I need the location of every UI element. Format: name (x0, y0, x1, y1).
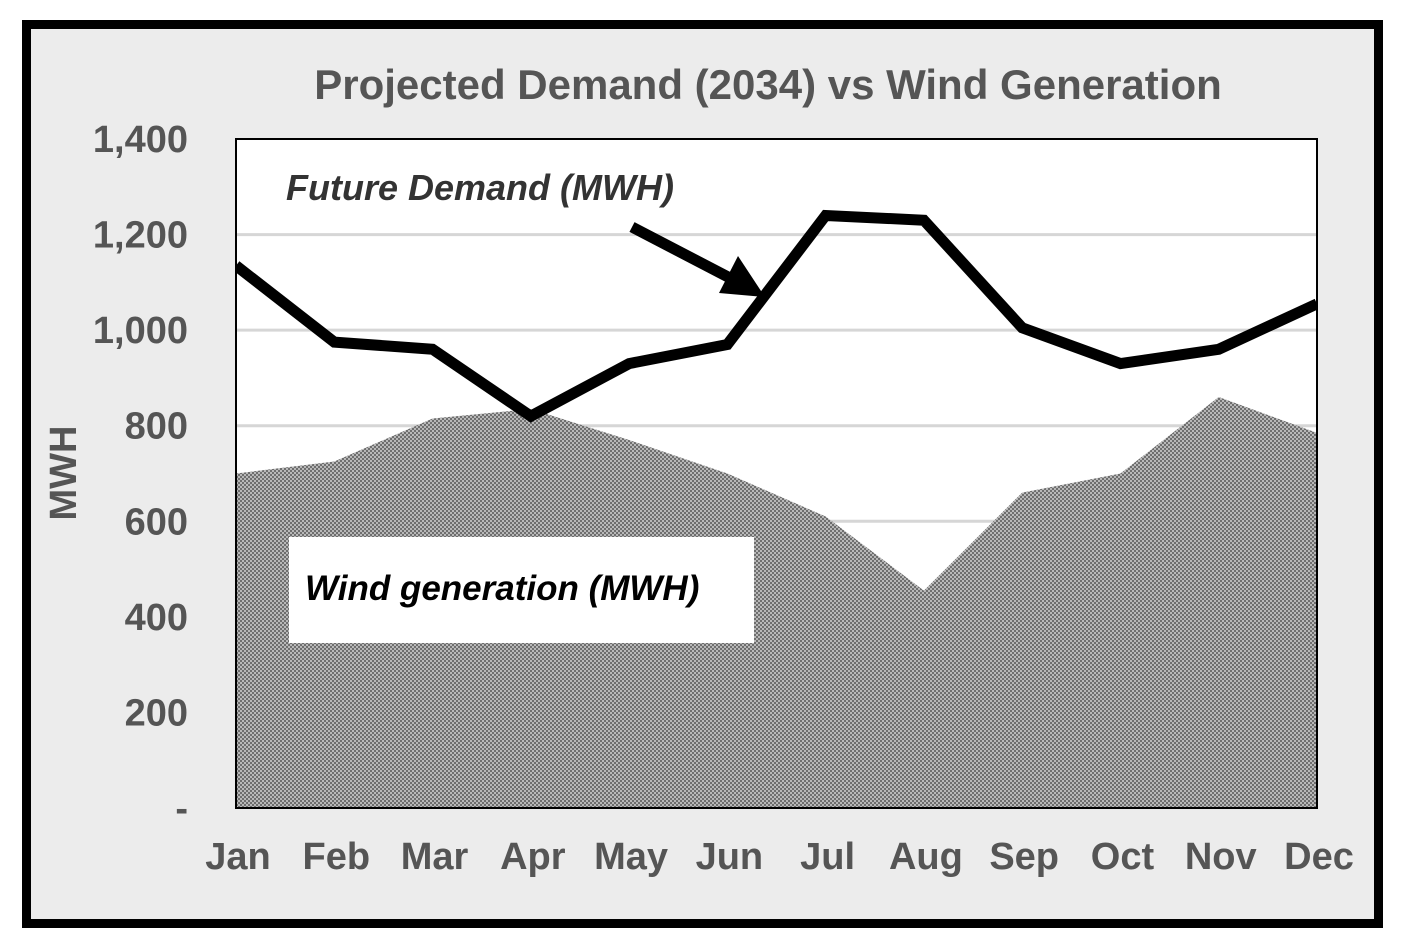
x-tick-label-oct: Oct (1091, 836, 1155, 878)
x-tick-label-dec: Dec (1284, 836, 1354, 878)
x-tick-label-jul: Jul (800, 836, 855, 878)
y-axis-ticks: - 200 400 600 800 1,000 1,200 1,400 (93, 119, 188, 830)
y-tick-label-1: 200 (125, 692, 188, 734)
demand-arrow-shaft (629, 222, 733, 283)
chart-title: Projected Demand (2034) vs Wind Generati… (314, 61, 1222, 108)
wind-generation-annotation: Wind generation (MWH) (305, 569, 699, 608)
y-tick-label-2: 400 (125, 597, 188, 639)
x-tick-label-aug: Aug (889, 836, 963, 878)
future-demand-annotation: Future Demand (MWH) (286, 167, 674, 208)
x-axis-ticks: Jan Feb Mar Apr May Jun Jul Aug Sep Oct Nov Dec (205, 836, 1354, 878)
x-tick-label-mar: Mar (401, 836, 469, 878)
x-tick-label-jan: Jan (205, 836, 270, 878)
y-tick-label-3: 600 (125, 501, 188, 543)
y-tick-label-0: - (175, 788, 188, 830)
demand-line-layer (236, 209, 1317, 423)
future-demand-line (236, 209, 1317, 423)
annotations: Future Demand (MWH) Wind generation (MWH) (286, 167, 765, 643)
x-tick-label-may: May (594, 836, 668, 878)
plot-border (235, 138, 1318, 809)
x-tick-label-nov: Nov (1185, 836, 1257, 878)
x-tick-label-feb: Feb (302, 836, 370, 878)
y-tick-label-6: 1,200 (93, 215, 188, 257)
y-tick-label-5: 1,000 (93, 310, 188, 352)
plot-border-rect (235, 138, 1318, 809)
demand-arrow-head (719, 256, 765, 297)
x-tick-label-sep: Sep (989, 836, 1059, 878)
y-tick-label-7: 1,400 (93, 119, 188, 161)
y-tick-label-4: 800 (125, 406, 188, 448)
wind-generation-area (236, 397, 1317, 808)
wind-area-layer (236, 397, 1317, 808)
y-axis-label: MWH (43, 426, 85, 521)
x-tick-label-jun: Jun (696, 836, 764, 878)
wind-label-box (289, 537, 754, 643)
x-tick-label-apr: Apr (500, 836, 566, 878)
